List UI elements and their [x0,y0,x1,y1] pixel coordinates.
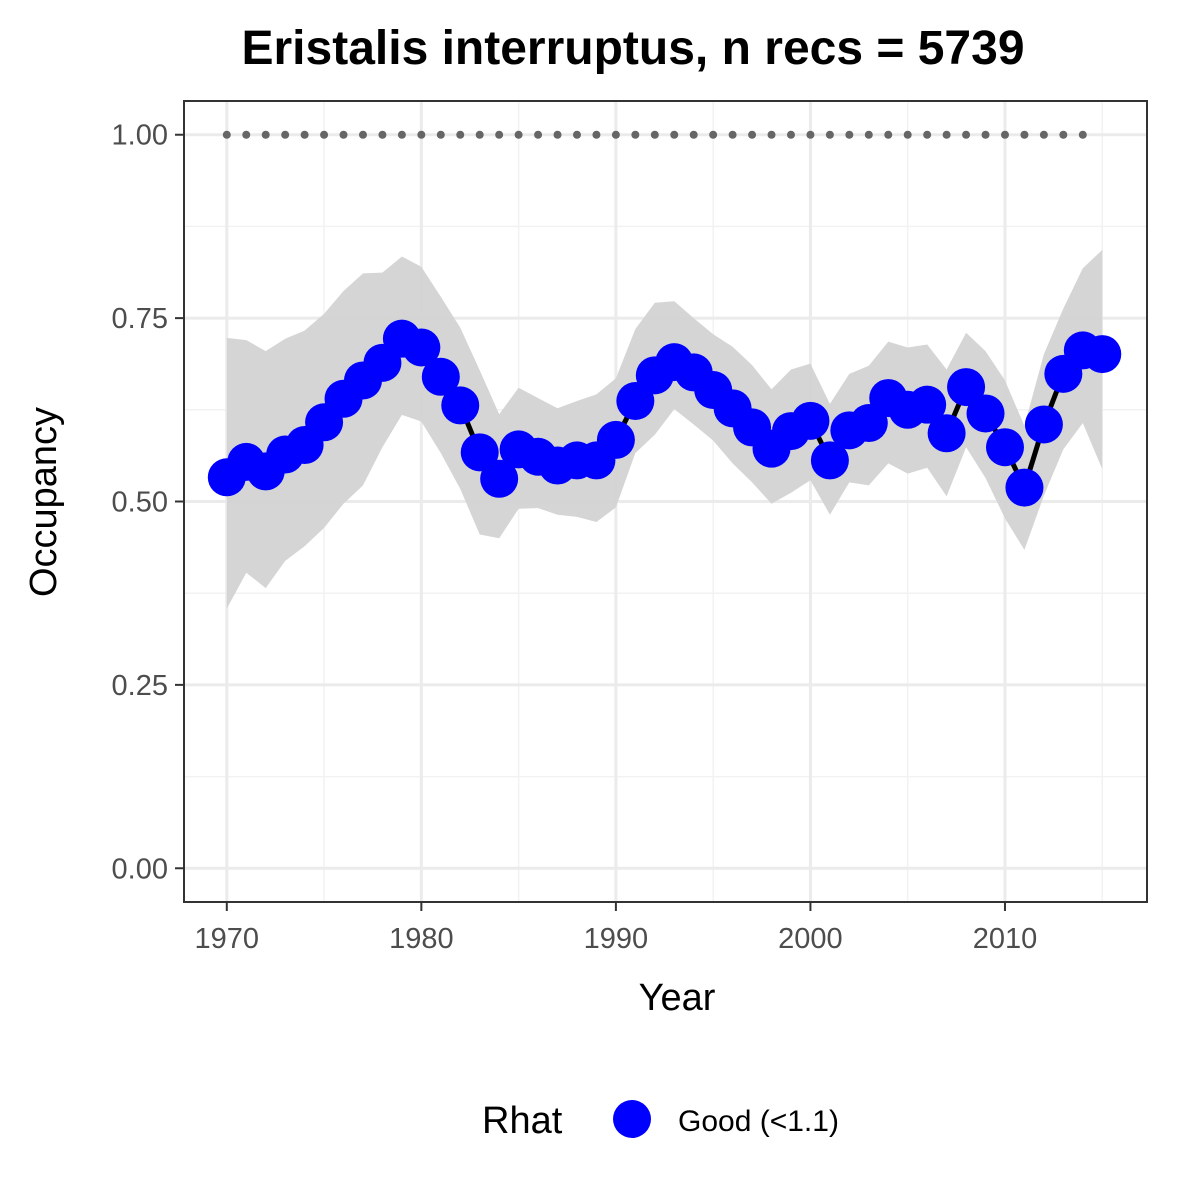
reference-dot [845,130,854,139]
reference-dot [222,130,231,139]
y-tick-label: 0.50 [112,487,168,519]
x-axis-ticks: 1970 1980 1990 2000 2010 [195,902,1038,955]
reference-dot [475,130,484,139]
y-tick-label: 1.00 [112,120,168,152]
reference-dot [514,130,523,139]
reference-dot [456,130,465,139]
chart-title: Eristalis interruptus, n recs = 5739 [241,22,1024,75]
reference-dot [358,130,367,139]
occupancy-points [207,319,1122,507]
reference-dot [1078,130,1087,139]
legend-entry-label: Good (<1.1) [678,1105,839,1138]
reference-dot [903,130,912,139]
reference-dot [670,130,679,139]
data-point [402,328,441,367]
data-point [441,386,480,425]
data-point [1005,468,1044,507]
y-axis-title: Occupancy [23,407,65,597]
reference-dots [222,130,1087,139]
reference-dot [786,130,795,139]
credible-interval-band [226,249,1103,609]
data-point [947,368,986,407]
data-point [810,441,849,480]
reference-dot [1039,130,1048,139]
reference-dot [339,130,348,139]
reference-dot [689,130,698,139]
reference-dot [709,130,718,139]
reference-dot [981,130,990,139]
x-tick-label: 2000 [778,923,843,955]
x-tick-label: 1990 [584,923,649,955]
reference-dot [320,130,329,139]
data-point [966,394,1005,433]
data-point [791,401,830,440]
data-point [460,433,499,472]
reference-dot [592,130,601,139]
reference-dot [397,130,406,139]
reference-dot [281,130,290,139]
reference-dot [572,130,581,139]
reference-dot [417,130,426,139]
reference-dot [962,130,971,139]
data-point [1083,335,1122,374]
x-tick-label: 2010 [973,923,1038,955]
reference-dot [650,130,659,139]
reference-dot [378,130,387,139]
reference-dot [923,130,932,139]
reference-dot [884,130,893,139]
reference-dot [1059,130,1068,139]
reference-dot [748,130,757,139]
data-point [1024,405,1063,444]
y-tick-label: 0.25 [112,670,168,702]
x-axis-title: Year [639,977,716,1019]
reference-dot [728,130,737,139]
reference-dot [534,130,543,139]
reference-dot [767,130,776,139]
y-tick-label: 0.00 [112,853,168,885]
reference-dot [1000,130,1009,139]
reference-dot [1020,130,1029,139]
reference-dot [436,130,445,139]
legend: Rhat Good (<1.1) [482,1100,839,1142]
legend-point-swatch [613,1100,651,1138]
reference-dot [553,130,562,139]
reference-dot [300,130,309,139]
reference-dot [242,130,251,139]
y-tick-label: 0.75 [112,303,168,335]
reference-dot [864,130,873,139]
legend-title: Rhat [482,1100,563,1142]
reference-dot [495,130,504,139]
reference-dot [825,130,834,139]
data-point [596,420,635,459]
reference-dot [631,130,640,139]
reference-dot [942,130,951,139]
reference-dot [611,130,620,139]
reference-dot [261,130,270,139]
x-tick-label: 1980 [389,923,454,955]
y-axis-ticks: 0.00 0.25 0.50 0.75 1.00 [112,120,184,885]
data-point [985,428,1024,467]
data-point [480,459,519,498]
data-point [421,357,460,396]
x-tick-label: 1970 [195,923,260,955]
data-point [908,385,947,424]
confidence-ribbon [226,249,1103,609]
data-point [927,414,966,453]
reference-dot [806,130,815,139]
